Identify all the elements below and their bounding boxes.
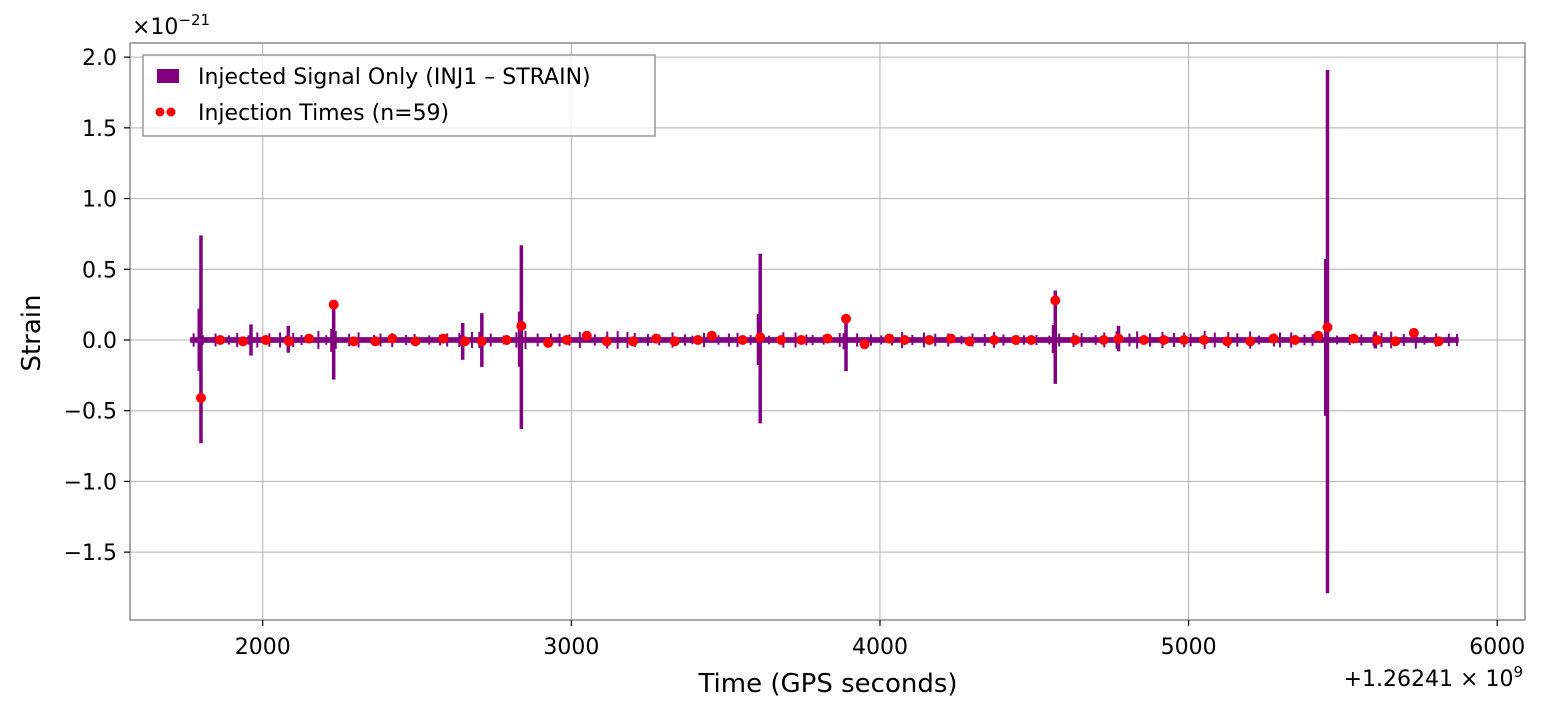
injection-point	[438, 333, 449, 344]
injection-point	[859, 339, 870, 350]
injection-point	[516, 320, 527, 331]
y-tick-label: 0.0	[82, 329, 117, 354]
legend: Injected Signal Only (INJ1 – STRAIN) Inj…	[142, 54, 656, 137]
injection-point	[348, 336, 359, 347]
injection-point	[1322, 322, 1333, 333]
injection-point	[1313, 330, 1324, 341]
x-offset-exponent: 9	[1513, 663, 1523, 681]
injection-point	[237, 336, 248, 347]
injection-point	[1199, 334, 1210, 345]
injection-point	[601, 336, 612, 347]
x-ticks: 2000 3000 4000 5000 6000	[235, 620, 1525, 660]
injection-point	[1268, 333, 1279, 344]
injection-points	[195, 295, 1444, 403]
injection-point	[476, 336, 487, 347]
injection-point	[651, 333, 662, 344]
injection-point	[706, 330, 717, 341]
injection-point	[1245, 336, 1256, 347]
x-tick-label: 6000	[1469, 635, 1525, 660]
injection-point	[195, 392, 206, 403]
injection-point	[899, 334, 910, 345]
legend-marker-injection-b	[166, 107, 176, 117]
y-tick-label: 1.5	[82, 117, 117, 142]
injection-point	[841, 313, 852, 324]
injection-point	[370, 336, 381, 347]
x-tick-label: 3000	[543, 635, 599, 660]
y-scale-exponent: −21	[178, 11, 210, 29]
injection-point	[1098, 334, 1109, 345]
legend-swatch-signal	[157, 69, 179, 83]
injection-point	[1138, 334, 1149, 345]
injection-point	[924, 334, 935, 345]
injection-point	[328, 299, 339, 310]
plot-frame	[129, 42, 1526, 621]
injection-point	[1026, 334, 1037, 345]
injection-point	[945, 333, 956, 344]
injection-point	[459, 336, 470, 347]
y-tick-label: −1.5	[64, 541, 117, 566]
y-ticks: −1.5 −1.0 −0.5 0.0 0.5 1.0 1.5 2.0	[64, 46, 130, 566]
injection-point	[692, 334, 703, 345]
injection-point	[1408, 327, 1419, 338]
injection-point	[501, 334, 512, 345]
y-tick-label: 2.0	[82, 46, 117, 71]
injection-point	[304, 333, 315, 344]
x-axis-label: Time (GPS seconds)	[697, 669, 957, 699]
x-offset-label: +1.26241 × 109	[1344, 663, 1523, 692]
legend-box	[142, 54, 656, 137]
y-tick-label: 1.0	[82, 188, 117, 213]
injection-point	[755, 332, 766, 343]
injection-point	[215, 334, 226, 345]
injection-point	[1290, 334, 1301, 345]
injection-point	[1010, 334, 1021, 345]
injection-point	[1158, 334, 1169, 345]
injection-point	[581, 330, 592, 341]
y-tick-label: −1.0	[64, 470, 117, 495]
x-tick-label: 5000	[1161, 635, 1217, 660]
injection-point	[1433, 336, 1444, 347]
injection-point	[387, 333, 398, 344]
signal-trace	[190, 69, 1459, 594]
injection-point	[737, 334, 748, 345]
injection-point	[260, 334, 271, 345]
injection-point	[776, 334, 787, 345]
injection-point	[796, 334, 807, 345]
injection-point	[628, 336, 639, 347]
legend-label-injection: Injection Times (n=59)	[198, 101, 449, 126]
injection-point	[410, 336, 421, 347]
x-tick-label: 2000	[235, 635, 291, 660]
injection-point	[1178, 334, 1189, 345]
y-axis-label: Strain	[17, 294, 47, 371]
injection-point	[964, 336, 975, 347]
injection-point	[669, 336, 680, 347]
injection-point	[1222, 336, 1233, 347]
injection-point	[1070, 334, 1081, 345]
injection-point	[1348, 333, 1359, 344]
injection-point	[1050, 295, 1061, 306]
y-tick-label: 0.5	[82, 258, 117, 283]
injection-point	[1390, 336, 1401, 347]
injection-point	[543, 337, 554, 348]
injection-point	[1371, 334, 1382, 345]
injection-point	[283, 336, 294, 347]
injection-point	[989, 334, 1000, 345]
legend-marker-injection-a	[155, 107, 165, 117]
y-tick-label: −0.5	[64, 400, 117, 425]
legend-label-signal: Injected Signal Only (INJ1 – STRAIN)	[198, 65, 591, 90]
x-tick-label: 4000	[852, 635, 908, 660]
injection-point	[561, 334, 572, 345]
injection-point	[822, 333, 833, 344]
injection-point	[884, 333, 895, 344]
injection-point	[1113, 333, 1124, 344]
y-scale-label: ×10−21	[132, 11, 210, 40]
